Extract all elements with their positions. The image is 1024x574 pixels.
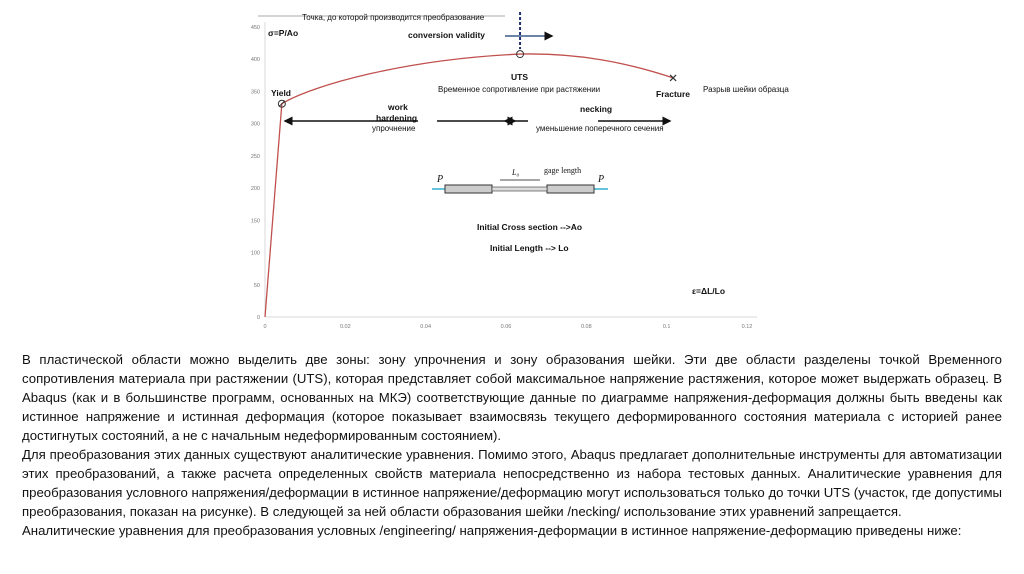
work-label: work bbox=[388, 102, 408, 112]
paragraph: Аналитические уравнения для преобразован… bbox=[22, 523, 962, 538]
y-tick-label: 400 bbox=[251, 57, 260, 63]
x-tick-label: 0.04 bbox=[420, 324, 431, 330]
y-tick-label: 100 bbox=[251, 251, 260, 257]
fracture-label: Fracture bbox=[656, 89, 691, 99]
hardening-label: hardening bbox=[376, 113, 418, 123]
y-tick-label: 300 bbox=[251, 122, 260, 128]
uts-label: UTS bbox=[511, 72, 528, 82]
p-right-label: P bbox=[598, 174, 605, 185]
uts-ru-label: Временное сопротивление при растяжении bbox=[438, 85, 601, 94]
y-tick-label: 350 bbox=[251, 89, 260, 95]
x-axis-label: ε=ΔL/Lo bbox=[692, 286, 726, 296]
x-tick-label: 0.06 bbox=[501, 324, 512, 330]
y-tick-label: 150 bbox=[251, 218, 260, 224]
y-tick-label: 450 bbox=[251, 25, 260, 31]
x-tick-label: 0.02 bbox=[340, 324, 351, 330]
x-tick-label: 0 bbox=[263, 324, 266, 330]
cross-section-label: Initial Cross section -->Ao bbox=[477, 222, 583, 232]
necking-label: necking bbox=[580, 104, 613, 114]
y-tick-label: 50 bbox=[254, 283, 260, 289]
specimen-grip-right bbox=[546, 184, 595, 194]
l0-label: L₀ bbox=[512, 168, 520, 177]
necking-ru-label: уменьшение поперечного сечения bbox=[536, 124, 664, 133]
yield-point-marker bbox=[277, 99, 286, 108]
conversion-validity-label: conversion validity bbox=[408, 30, 485, 40]
fracture-x-marker bbox=[669, 74, 677, 82]
yield-label: Yield bbox=[271, 88, 291, 98]
paragraph: В пластической области можно выделить дв… bbox=[22, 352, 1002, 443]
fracture-ru-label: Разрыв шейки образца bbox=[703, 85, 789, 94]
stress-strain-chart: 0 0.02 0.04 0.06 0.08 0.1 0.12 0 50 100 150 200 250 3… bbox=[251, 12, 757, 330]
specimen-gage-section bbox=[491, 186, 548, 192]
body-text: В пластической области можно выделить дв… bbox=[22, 350, 1002, 540]
y-tick-label: 200 bbox=[251, 186, 260, 192]
stress-strain-curve bbox=[264, 53, 674, 318]
conversion-note: Точка, до которой производится преобразо… bbox=[302, 13, 485, 22]
yield-slash bbox=[278, 100, 286, 108]
p-left-label: P bbox=[437, 174, 444, 185]
y-axis-label: σ=P/Ao bbox=[268, 28, 299, 38]
gage-length-label: gage length bbox=[544, 166, 582, 175]
work-hardening-ru-label: упрочнение bbox=[372, 124, 416, 133]
initial-length-label: Initial Length --> Lo bbox=[490, 243, 569, 253]
y-tick-label: 250 bbox=[251, 154, 260, 160]
x-tick-label: 0.1 bbox=[663, 324, 671, 330]
specimen-grip-left bbox=[444, 184, 493, 194]
uts-point-marker bbox=[516, 50, 525, 59]
x-tick-label: 0.12 bbox=[742, 324, 753, 330]
paragraph: Для преобразования этих данных существую… bbox=[22, 447, 1002, 519]
x-tick-label: 0.08 bbox=[581, 324, 592, 330]
y-tick-label: 0 bbox=[257, 315, 260, 321]
